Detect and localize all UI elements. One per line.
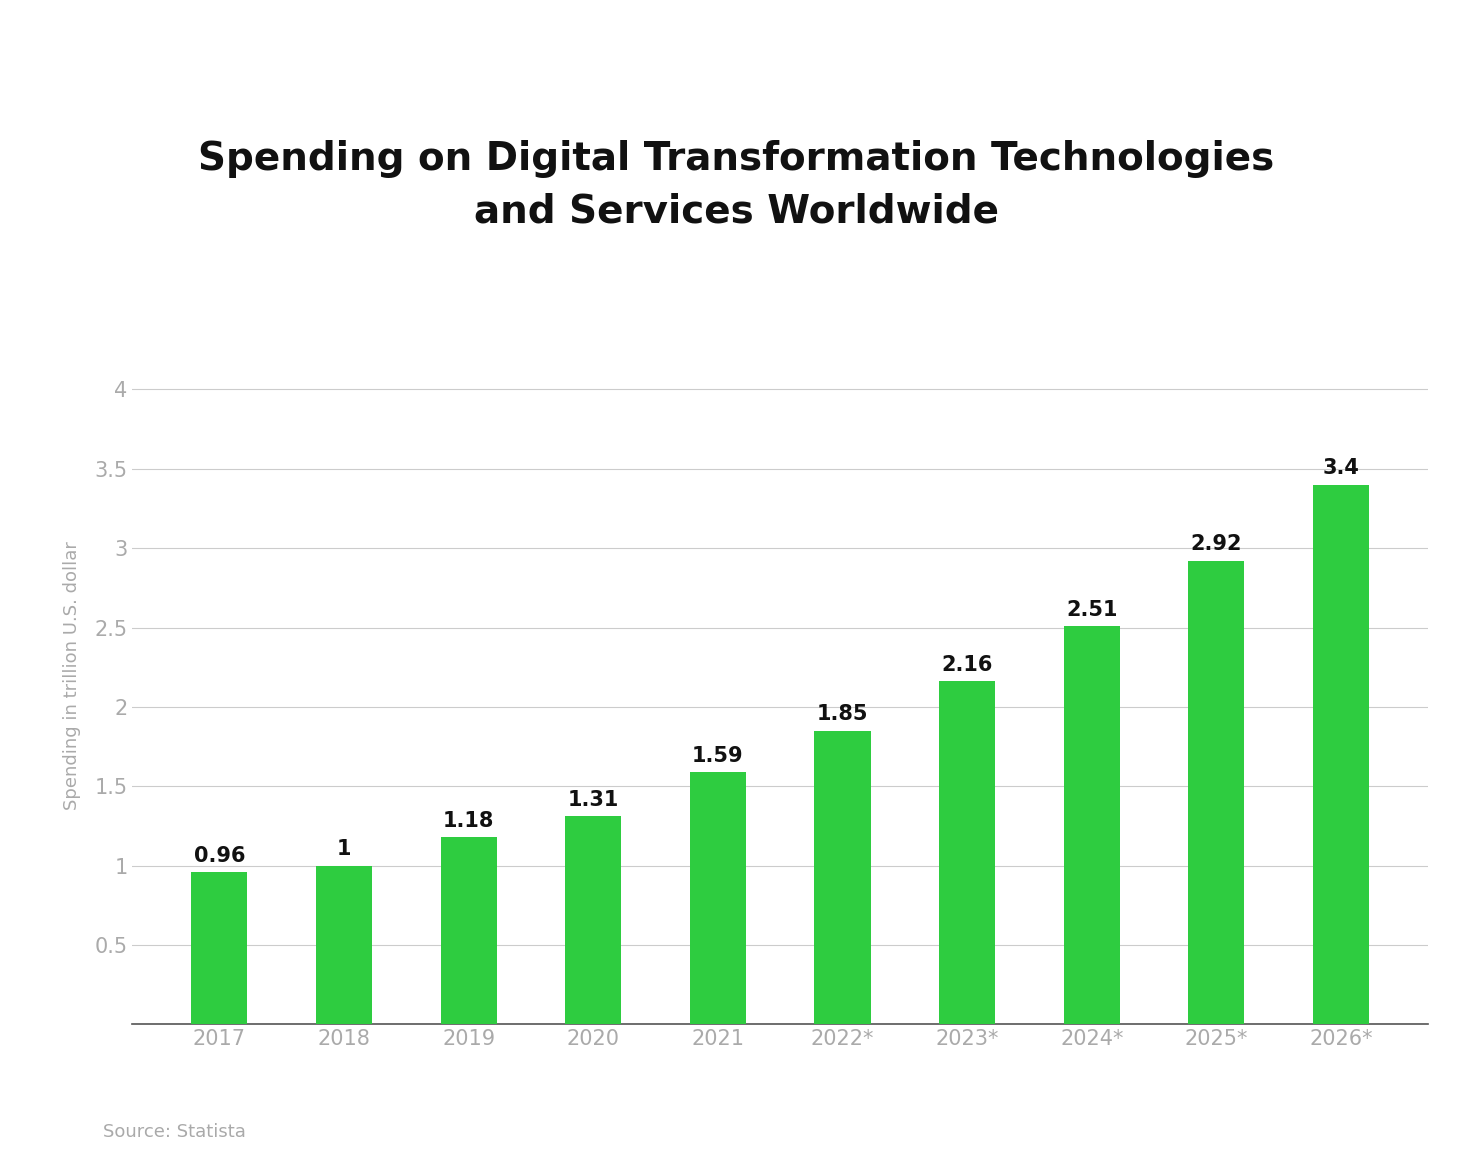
Y-axis label: Spending in trillion U.S. dollar: Spending in trillion U.S. dollar	[63, 541, 81, 809]
Text: 2.16: 2.16	[942, 655, 992, 675]
Bar	[814, 731, 870, 1024]
Bar	[440, 837, 496, 1024]
Text: 2.51: 2.51	[1066, 599, 1117, 619]
Bar	[690, 772, 746, 1024]
Text: 3.4: 3.4	[1322, 459, 1359, 478]
Bar	[1188, 561, 1244, 1024]
Text: Source: Statista: Source: Statista	[103, 1123, 246, 1141]
Bar	[191, 872, 247, 1024]
Text: 0.96: 0.96	[194, 845, 246, 866]
Text: Spending on Digital Transformation Technologies
and Services Worldwide: Spending on Digital Transformation Techn…	[197, 140, 1275, 230]
Text: 1.59: 1.59	[692, 746, 743, 766]
Bar	[939, 681, 995, 1024]
Text: 1.85: 1.85	[817, 704, 868, 724]
Text: 1.31: 1.31	[568, 790, 618, 810]
Bar	[316, 866, 372, 1024]
Text: 2.92: 2.92	[1191, 534, 1242, 554]
Text: 1: 1	[337, 839, 352, 859]
Bar	[1064, 626, 1120, 1024]
Bar	[565, 816, 621, 1024]
Bar	[1313, 484, 1369, 1024]
Text: 1.18: 1.18	[443, 810, 495, 831]
